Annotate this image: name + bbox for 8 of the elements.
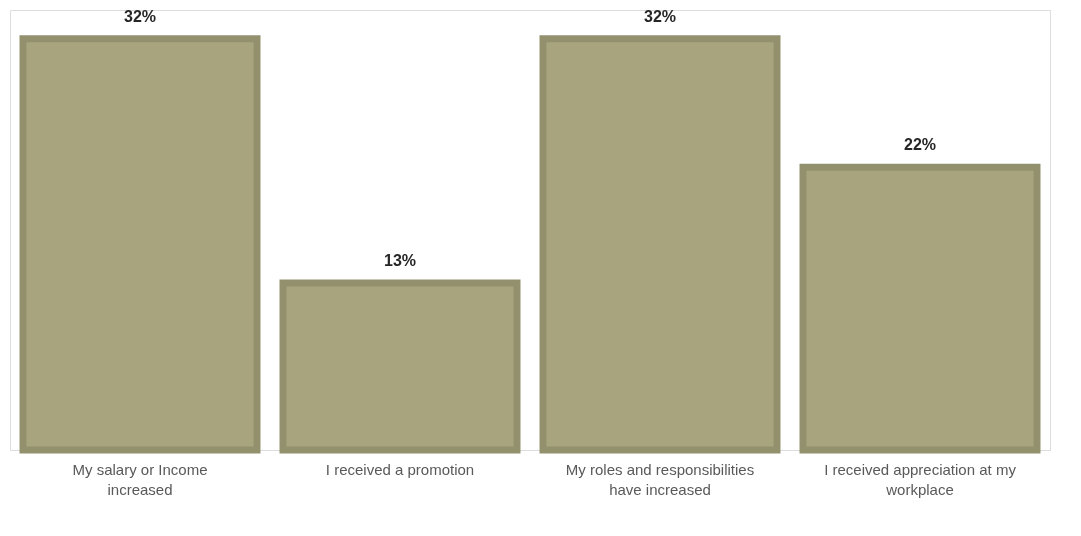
data-label: 22% bbox=[903, 136, 937, 154]
x-tick-label: My roles and responsibilities have increased bbox=[565, 460, 755, 498]
x-tick-label: I received appreciation at my workplace bbox=[824, 460, 1017, 498]
data-label: 13% bbox=[383, 251, 417, 269]
x-tick-label: I received a promotion bbox=[325, 460, 475, 478]
data-label: 32% bbox=[643, 7, 677, 25]
x-tick-label: My salary or Income increased bbox=[72, 460, 208, 498]
data-label: 32% bbox=[123, 7, 157, 25]
